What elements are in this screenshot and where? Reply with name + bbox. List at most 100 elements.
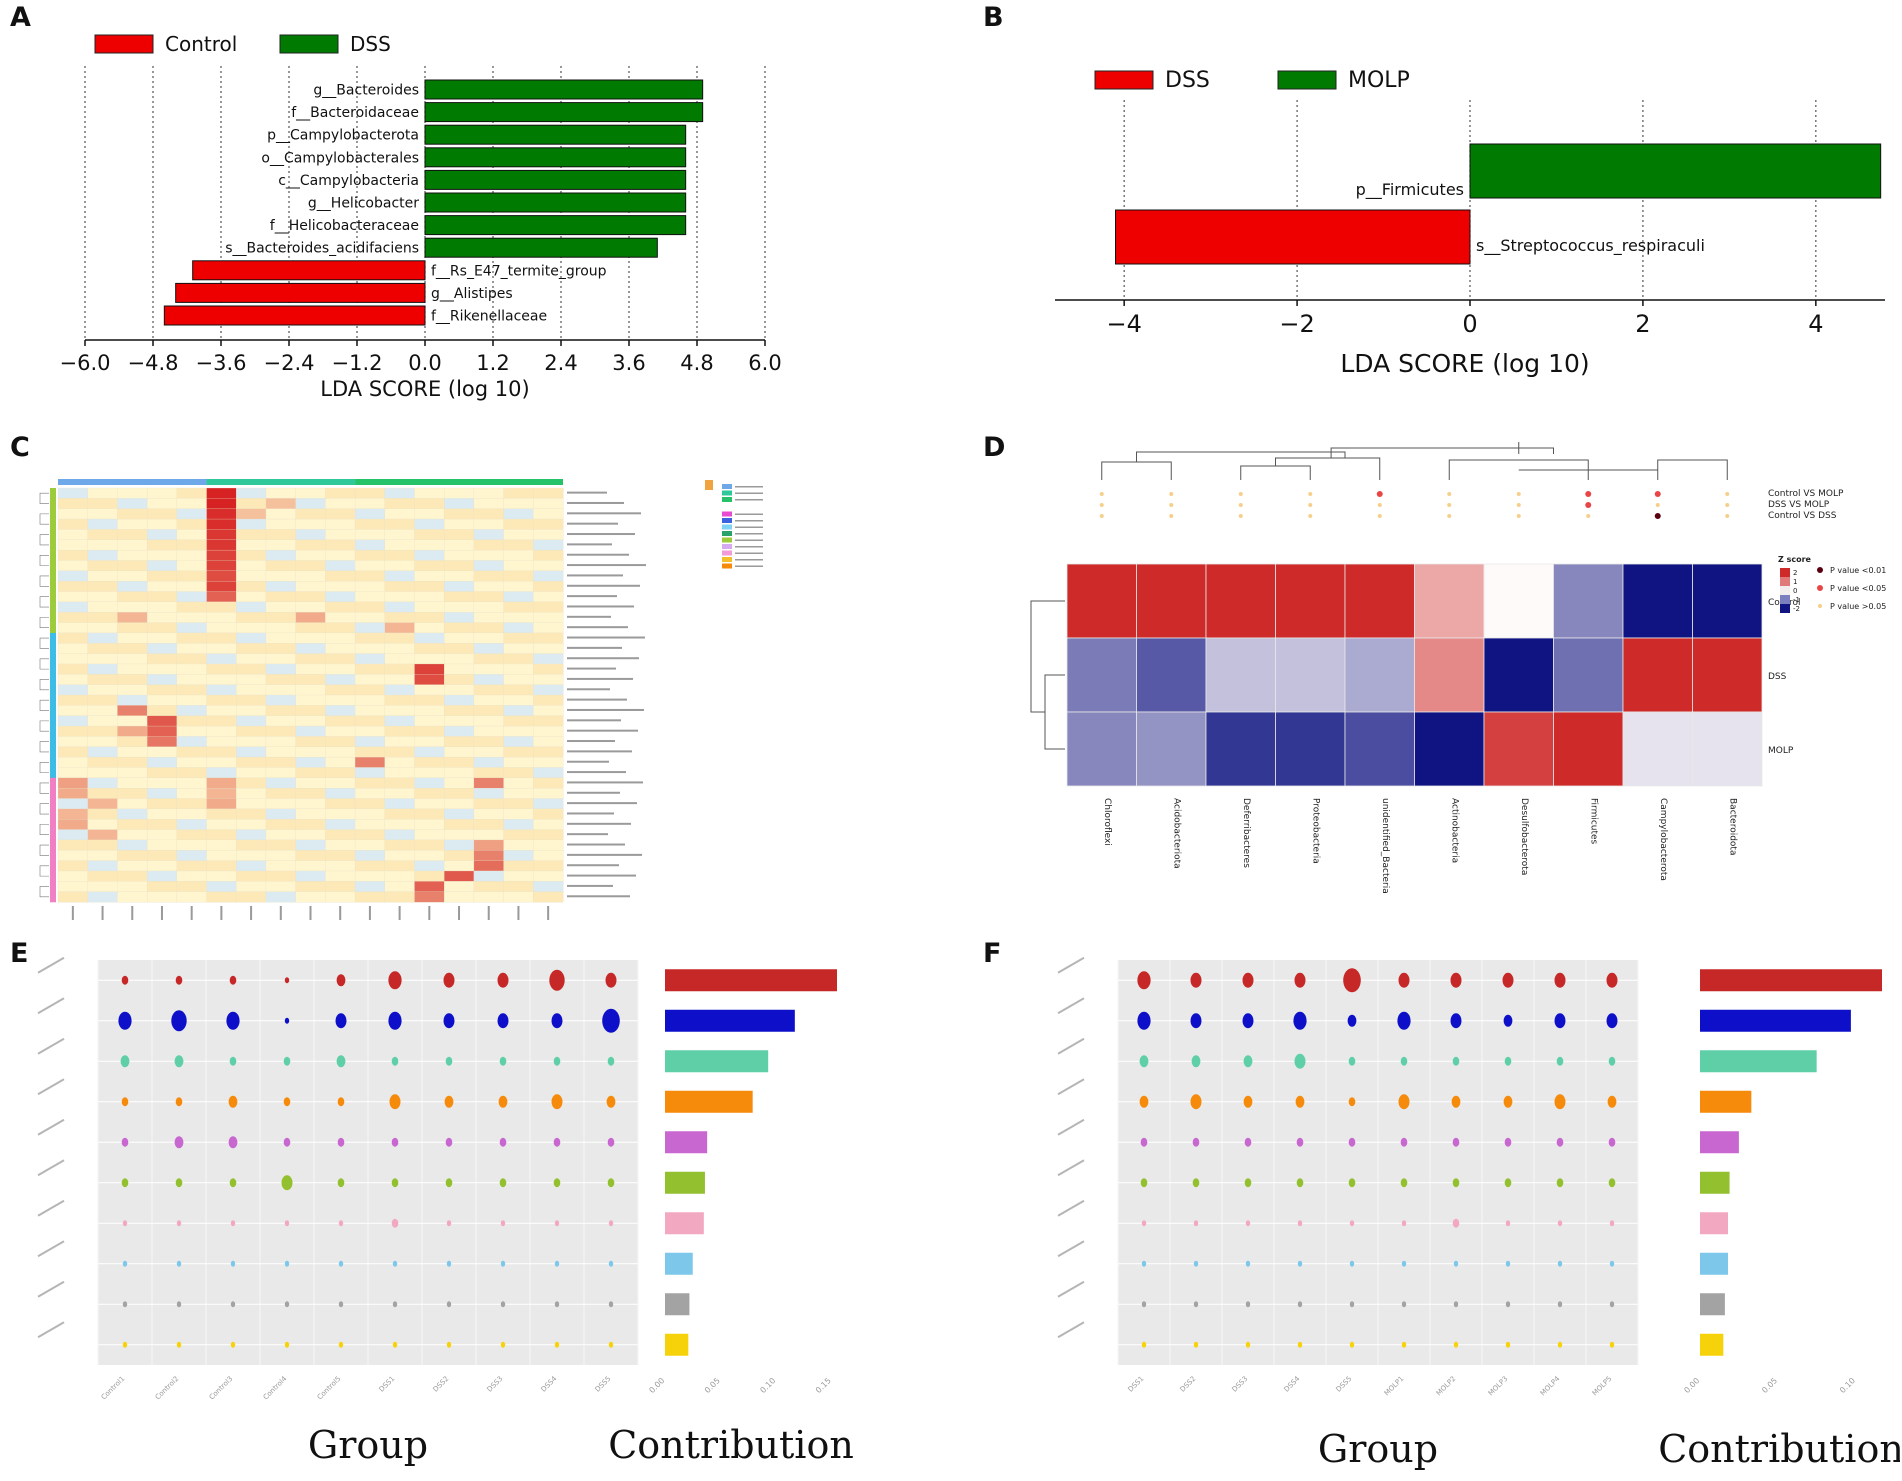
row-label-mark <box>567 698 627 701</box>
heat-cell <box>146 881 178 893</box>
x-axis-label: LDA SCORE (log 10) <box>320 377 529 401</box>
heat-cell <box>503 870 534 882</box>
x-tick-label: 2.4 <box>544 351 577 375</box>
heat-cell <box>236 539 267 551</box>
significance-dot <box>1655 503 1660 507</box>
bubble <box>1296 1137 1304 1147</box>
heat-cell <box>117 622 148 634</box>
bubble <box>1504 1056 1512 1066</box>
heat-cell <box>325 591 356 603</box>
heat-cell <box>473 787 505 799</box>
col-label-mark <box>190 906 193 920</box>
group-tick-label: DSS5 <box>1335 1375 1354 1394</box>
bubble <box>338 1220 344 1227</box>
heat-cell <box>265 580 297 592</box>
heat-cell <box>146 580 178 592</box>
heat-cell <box>414 508 445 520</box>
heat-cell <box>117 725 148 737</box>
heat-cell-control-actinobacteria <box>1414 563 1485 639</box>
heat-cell <box>146 715 178 727</box>
heat-cell <box>384 549 415 561</box>
col-label-mark <box>160 906 163 920</box>
heat-cell <box>414 808 445 820</box>
heat-cell <box>206 498 237 510</box>
heat-cell <box>176 684 207 696</box>
heat-cell <box>236 612 267 623</box>
heat-cell <box>265 518 297 530</box>
contribution-tick-label: 0.10 <box>1838 1376 1857 1395</box>
heat-cell <box>206 705 237 717</box>
heat-cell <box>87 612 118 623</box>
dendrogram-branch <box>39 596 49 608</box>
heat-cell <box>384 787 415 799</box>
heat-cell <box>444 860 475 872</box>
bubble <box>1401 1260 1407 1267</box>
heat-cell <box>146 839 178 851</box>
heat-cell <box>176 891 207 903</box>
heat-cell <box>384 891 415 903</box>
row-group-strip <box>50 736 56 748</box>
heat-cell <box>236 715 267 727</box>
heat-cell <box>533 580 564 592</box>
bubble <box>1608 1178 1616 1188</box>
heat-cell <box>414 580 445 592</box>
heat-cell <box>206 549 237 561</box>
heat-cell <box>414 674 445 686</box>
heat-cell <box>444 870 475 882</box>
heat-cell <box>206 643 237 655</box>
heat-cell <box>146 653 178 665</box>
col-label-mark <box>428 906 431 920</box>
heat-cell <box>325 746 356 758</box>
col-label-mark <box>309 906 312 920</box>
heat-cell <box>295 684 326 696</box>
heat-cell <box>57 653 89 665</box>
contribution-bar <box>1700 1333 1724 1356</box>
heat-cell <box>384 663 415 675</box>
bubble <box>1453 1260 1459 1267</box>
heat-cell-molp-chloroflexi <box>1066 711 1137 787</box>
heat-cell <box>176 570 207 582</box>
heat-cell <box>325 808 356 820</box>
heat-cell <box>533 591 564 603</box>
heat-cell <box>57 487 89 499</box>
bubble <box>1452 1137 1460 1147</box>
heat-cell <box>57 580 89 592</box>
bubble <box>1557 1220 1563 1227</box>
bubble <box>1556 1056 1564 1066</box>
heat-cell <box>265 487 297 499</box>
heat-cell <box>533 705 564 717</box>
heat-cell <box>117 643 148 655</box>
heat-cell <box>444 580 475 592</box>
panel-label-e: E <box>10 938 29 969</box>
heat-cell <box>503 819 534 831</box>
heat-cell <box>265 860 297 872</box>
bubble <box>1193 1260 1199 1267</box>
bubble <box>228 1095 238 1108</box>
legend-text-mark <box>735 526 763 528</box>
heat-cell <box>354 632 386 644</box>
bubble <box>284 1301 290 1308</box>
heat-cell <box>176 560 207 572</box>
row-group-strip <box>50 488 56 499</box>
panel-a-lda-chart: Control DSS g__Bacteroides f__Bacteroidacea… <box>60 32 782 401</box>
heat-cell <box>176 663 207 675</box>
legend-label-control: Control <box>165 32 237 56</box>
heat-cell <box>354 705 386 717</box>
bubble <box>176 1220 182 1227</box>
legend-tick: 0 <box>1793 587 1797 595</box>
heat-cell <box>444 612 475 623</box>
significance-dot <box>1586 514 1591 518</box>
dendrogram-branch <box>39 534 49 546</box>
heat-cell <box>354 653 386 665</box>
heat-cell <box>503 591 534 603</box>
contribution-bar <box>665 1333 689 1356</box>
row-label-mark <box>567 595 617 598</box>
heat-cell <box>503 808 534 820</box>
heat-cell <box>117 736 148 748</box>
bubble <box>551 1094 563 1110</box>
heat-cell <box>265 746 297 758</box>
bubble <box>1401 1301 1407 1308</box>
heat-cell <box>384 487 415 499</box>
dendrogram-branch <box>39 720 49 732</box>
heat-cell <box>176 539 207 551</box>
